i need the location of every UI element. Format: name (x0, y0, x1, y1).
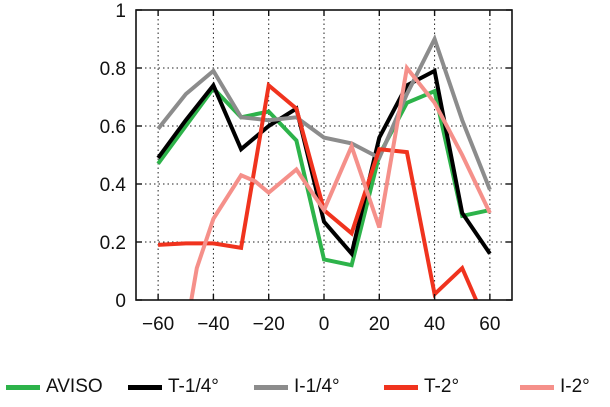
legend-swatch-aviso (6, 384, 40, 390)
legend-swatch-t-two-degree (384, 384, 418, 390)
x-tick-label: −40 (197, 314, 229, 330)
y-tick-label: 0.4 (100, 175, 127, 196)
legend-label-aviso: AVISO (46, 376, 103, 397)
x-tick-label: 40 (424, 314, 445, 330)
y-tick-label: 0.6 (100, 117, 126, 138)
x-tick-label: 20 (369, 314, 390, 330)
x-tick-label: 60 (479, 314, 500, 330)
y-tick-label: 0.2 (100, 233, 126, 254)
line-chart: 0 0.2 0.4 0.6 0.8 1 −60 −40 −20 0 20 40 60 (100, 1, 513, 330)
series-line-4 (189, 63, 492, 301)
x-tick-label: 0 (319, 314, 330, 330)
series-line-2 (156, 33, 492, 191)
legend-item-i-quarter-degree: I-1/4° (254, 372, 340, 402)
legend-label-t-quarter-degree: T-1/4° (168, 376, 219, 397)
legend-label-i-two-degree: I-2° (560, 376, 590, 397)
legend-item-aviso: AVISO (6, 372, 103, 402)
legend-swatch-i-quarter-degree (254, 384, 288, 390)
legend-item-t-quarter-degree: T-1/4° (128, 372, 219, 402)
axis-ticks: 0 0.2 0.4 0.6 0.8 1 −60 −40 −20 0 20 40 60 (100, 1, 512, 330)
series-line-1 (156, 67, 492, 258)
legend: AVISO T-1/4° I-1/4° T-2° I-2° (0, 372, 610, 402)
legend-label-i-quarter-degree: I-1/4° (294, 376, 340, 397)
legend-item-i-two-degree: I-2° (520, 372, 590, 402)
y-tick-label: 1 (115, 1, 126, 22)
x-tick-label: −60 (142, 314, 174, 330)
legend-swatch-t-quarter-degree (128, 384, 162, 390)
legend-label-t-two-degree: T-2° (424, 376, 460, 397)
y-tick-label: 0.8 (100, 59, 126, 80)
x-tick-label: −20 (253, 314, 285, 330)
legend-swatch-i-two-degree (520, 384, 554, 390)
legend-item-t-two-degree: T-2° (384, 372, 459, 402)
y-tick-label: 0 (115, 291, 126, 312)
